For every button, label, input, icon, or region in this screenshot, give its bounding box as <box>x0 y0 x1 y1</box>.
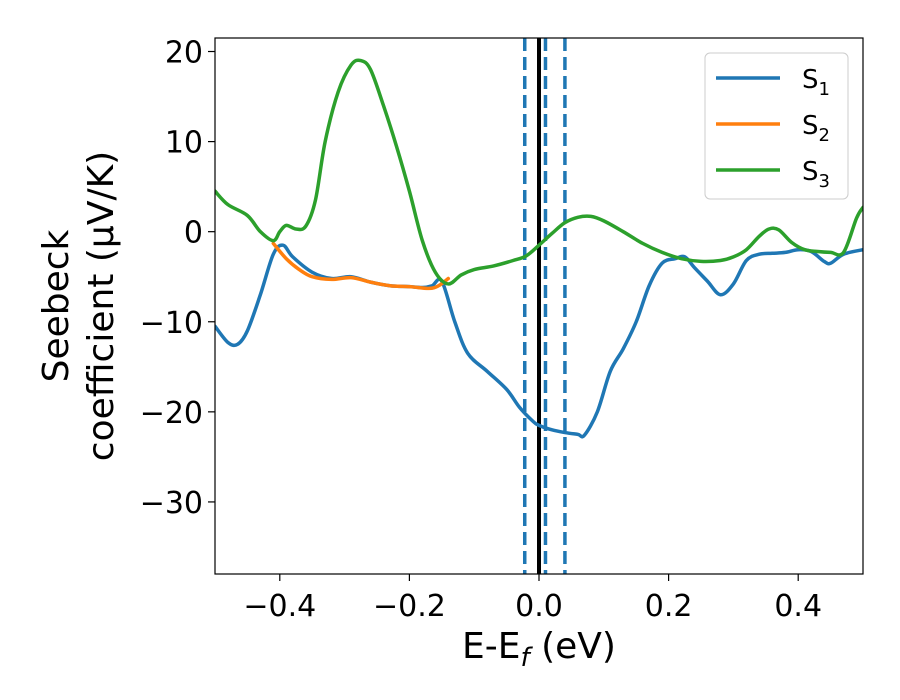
y-tick-label: −20 <box>140 396 203 431</box>
y-axis-title: Seebeck coefficient (μV/K) <box>36 151 122 461</box>
x-axis-title: E-Ef (eV) <box>462 626 616 673</box>
x-tick-label: 0.4 <box>774 589 822 624</box>
data-series <box>215 58 863 439</box>
y-tick-label: −10 <box>140 306 203 341</box>
series-line-2 <box>271 241 451 291</box>
x-tick-label: −0.4 <box>243 589 316 624</box>
y-axis-title-line1: Seebeck <box>36 229 77 382</box>
y-axis-title-line2: coefficient (μV/K) <box>81 151 122 461</box>
series-line-3 <box>215 58 863 286</box>
y-axis-ticks: −30 −20 −10 0 10 20 <box>140 36 215 521</box>
x-axis-ticks: −0.4 −0.2 0.0 0.2 0.4 <box>243 574 822 624</box>
y-tick-label: 10 <box>165 126 203 161</box>
legend: S1 S2 S3 <box>704 52 849 200</box>
legend-label-1: S1 <box>802 65 830 100</box>
x-tick-label: 0.2 <box>645 589 693 624</box>
x-tick-label: 0.0 <box>515 589 563 624</box>
legend-label-3: S3 <box>802 157 830 192</box>
series-line-1 <box>215 243 863 439</box>
legend-label-2: S2 <box>802 111 830 146</box>
y-tick-label: −30 <box>140 486 203 521</box>
y-tick-label: 20 <box>165 36 203 71</box>
y-tick-label: 0 <box>184 216 203 251</box>
reference-lines <box>522 38 567 574</box>
legend-box <box>704 52 849 200</box>
x-tick-label: −0.2 <box>373 589 446 624</box>
